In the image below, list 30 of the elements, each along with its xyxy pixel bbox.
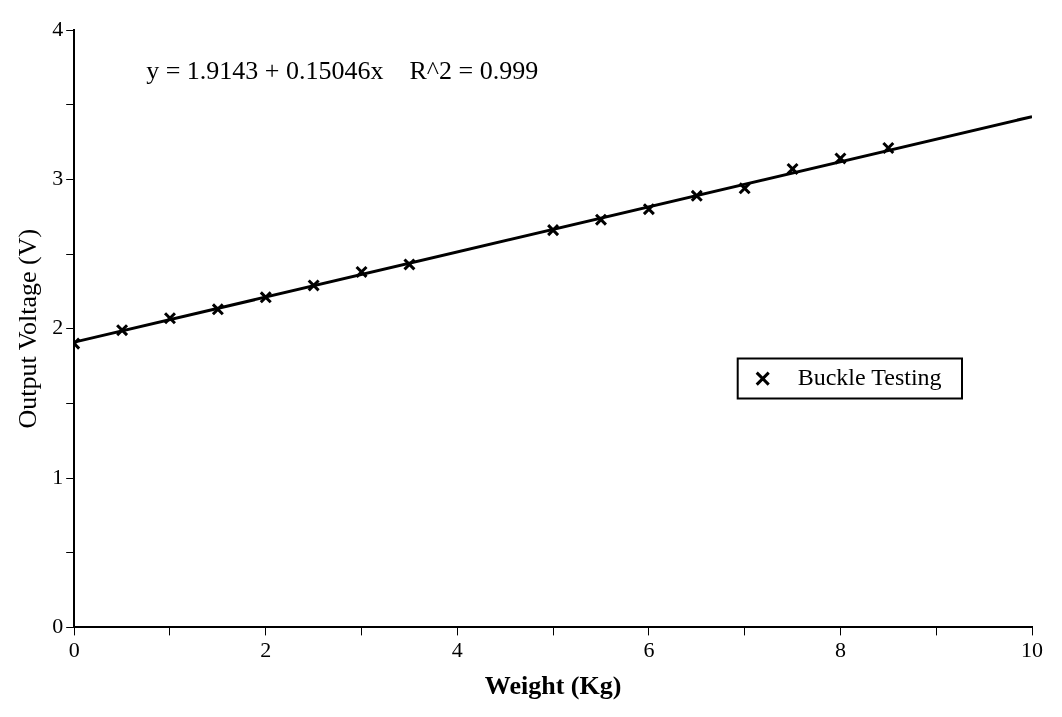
point [594, 213, 608, 227]
point [307, 278, 321, 292]
x-tick-label: 10 [1021, 637, 1043, 663]
point [881, 141, 895, 155]
y-tick-label: 0 [52, 613, 64, 639]
y-tick-label: 2 [52, 314, 64, 340]
point [163, 311, 177, 325]
annotation: y = 1.9143 + 0.15046x R^2 = 0.999 [146, 55, 539, 85]
y-tick-label: 4 [52, 15, 64, 41]
point [259, 290, 273, 304]
point [738, 181, 752, 195]
point [402, 258, 416, 271]
x-tick-label: 6 [643, 637, 655, 663]
y-tick-label: 3 [52, 165, 64, 191]
y-tick-label: 1 [52, 463, 64, 489]
point [642, 202, 656, 216]
point [211, 302, 225, 316]
point [355, 265, 368, 279]
point [690, 189, 704, 203]
point [115, 323, 129, 337]
point [833, 151, 847, 165]
point [546, 223, 560, 237]
legend-label: Buckle Testing [797, 363, 942, 390]
point [786, 162, 799, 176]
x-tick-label: 2 [260, 637, 272, 663]
x-axis-title: Weight (Kg) [484, 671, 622, 701]
y-axis-title: Output Voltage (V) [13, 228, 43, 429]
x-tick-label: 4 [451, 637, 463, 663]
x-tick-label: 0 [68, 637, 80, 663]
x-tick-label: 8 [834, 637, 846, 663]
